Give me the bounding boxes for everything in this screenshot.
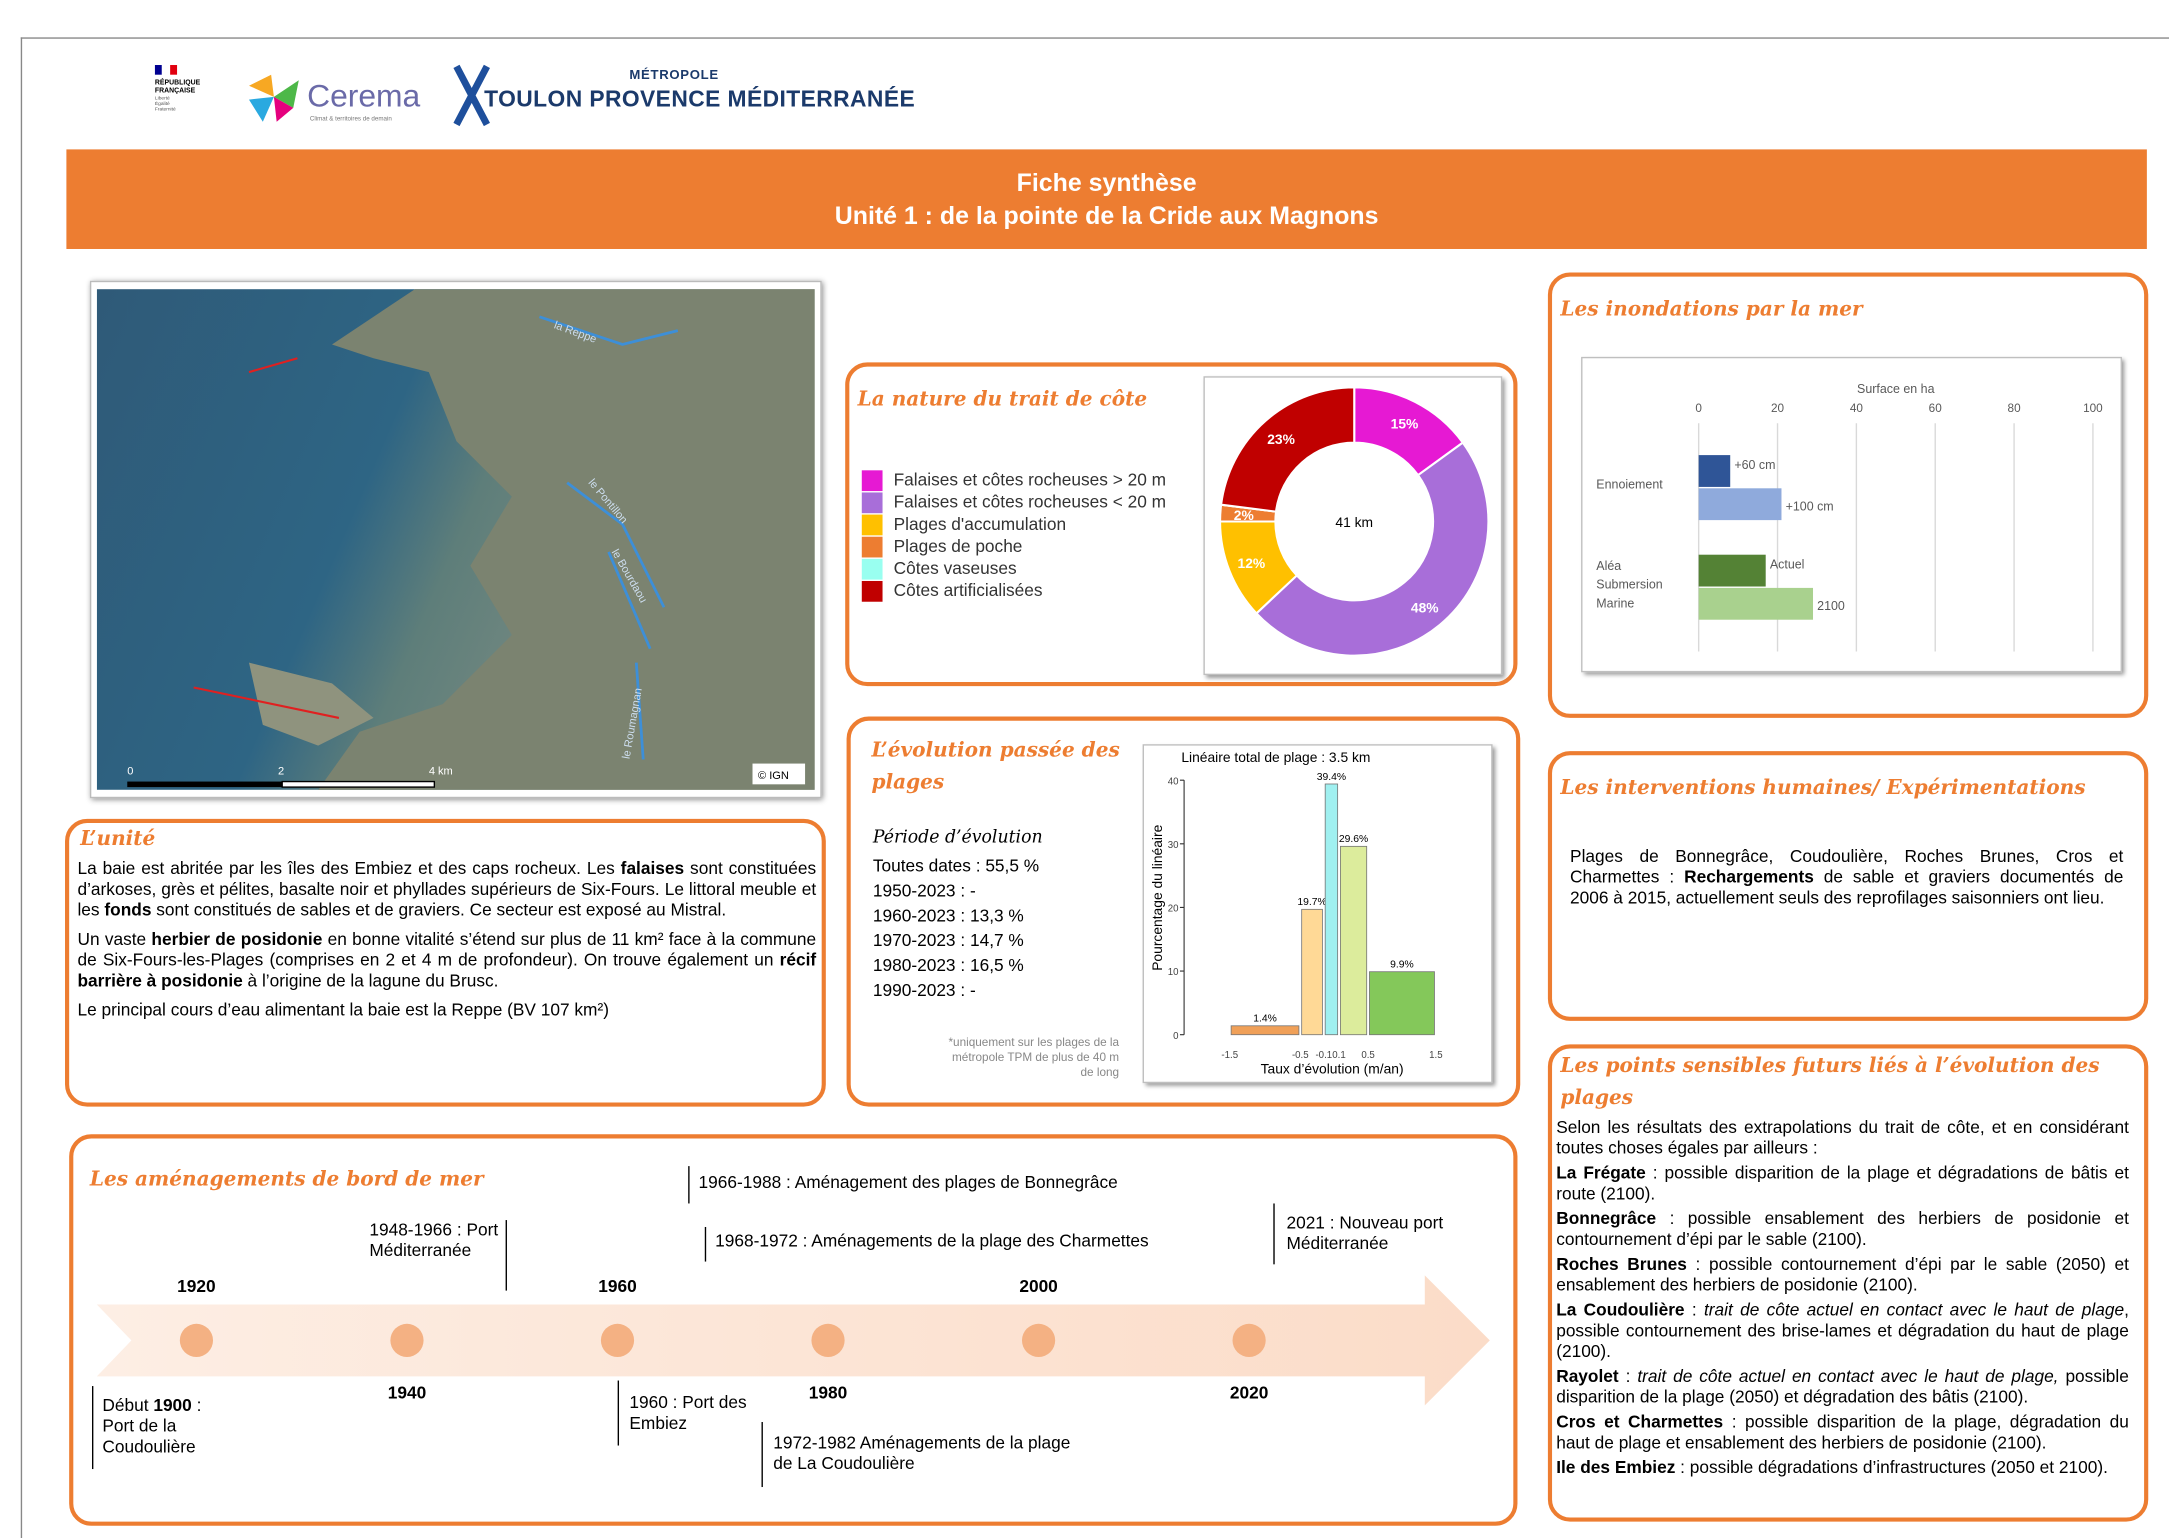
event-text: 1948-1966 : Port Méditerranée — [369, 1220, 500, 1261]
timeline-dot — [811, 1324, 844, 1357]
timeline-dot — [601, 1324, 634, 1357]
timeline-dot — [180, 1324, 213, 1357]
timeline-year: 1940 — [388, 1383, 426, 1403]
timeline-year: 2000 — [1019, 1276, 1057, 1296]
timeline-year: 1980 — [809, 1383, 847, 1403]
event-text: 1968-1972 : Aménagements de la plage des… — [715, 1231, 1296, 1252]
event-text: Début 1900 : Port de la Coudoulière — [102, 1396, 226, 1458]
timeline-arrow — [97, 1275, 1490, 1405]
timeline-year: 1960 — [598, 1276, 636, 1296]
text-run: 1948-1966 : Port Méditerranée — [369, 1220, 498, 1260]
event-text: 1972-1982 Aménagements de la plage de La… — [773, 1433, 1077, 1474]
text-run: 1966-1988 : Aménagement des plages de Bo… — [699, 1173, 1118, 1192]
text-run: Début — [102, 1396, 153, 1415]
bold-run: 1900 — [153, 1396, 191, 1415]
timeline-dot — [1233, 1324, 1266, 1357]
event-text: 1966-1988 : Aménagement des plages de Bo… — [699, 1173, 1280, 1194]
text-run: 1972-1982 Aménagements de la plage de La… — [773, 1433, 1070, 1473]
text-run: 1960 : Port des Embiez — [629, 1393, 746, 1433]
timeline-year: 2020 — [1230, 1383, 1268, 1403]
event-text: 1960 : Port des Embiez — [629, 1393, 767, 1434]
event-text: 2021 : Nouveau port Méditerranée — [1286, 1213, 1480, 1254]
text-run: 2021 : Nouveau port Méditerranée — [1286, 1213, 1443, 1253]
page: RÉPUBLIQUE FRANÇAISE Liberté Égalité Fra… — [0, 0, 2169, 1538]
text-run: 1968-1972 : Aménagements de la plage des… — [715, 1231, 1149, 1250]
timeline-dot — [1022, 1324, 1055, 1357]
timeline: 1920 1940 1960 1980 2000 2020 — [0, 0, 2169, 1538]
timeline-dot — [390, 1324, 423, 1357]
timeline-year: 1920 — [177, 1276, 215, 1296]
